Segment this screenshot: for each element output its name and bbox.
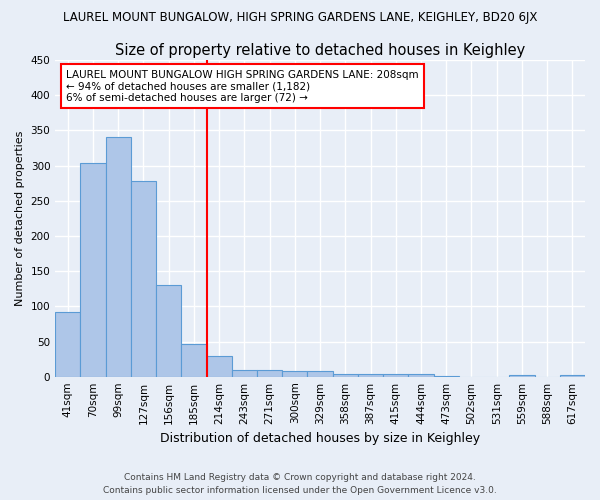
Bar [232,370,257,376]
Bar [257,370,282,376]
Bar [282,371,307,376]
Text: Contains HM Land Registry data © Crown copyright and database right 2024.
Contai: Contains HM Land Registry data © Crown c… [103,474,497,495]
Bar [383,374,409,376]
Bar [358,374,383,376]
Bar [156,285,181,376]
Bar [55,312,80,376]
Bar [206,356,232,376]
Text: LAUREL MOUNT BUNGALOW, HIGH SPRING GARDENS LANE, KEIGHLEY, BD20 6JX: LAUREL MOUNT BUNGALOW, HIGH SPRING GARDE… [63,11,537,24]
Bar [181,344,206,376]
Y-axis label: Number of detached properties: Number of detached properties [15,130,25,306]
Bar [332,374,358,376]
Bar [106,138,131,376]
Bar [80,164,106,376]
Title: Size of property relative to detached houses in Keighley: Size of property relative to detached ho… [115,42,525,58]
Bar [131,181,156,376]
Bar [307,371,332,376]
Bar [409,374,434,376]
X-axis label: Distribution of detached houses by size in Keighley: Distribution of detached houses by size … [160,432,480,445]
Text: LAUREL MOUNT BUNGALOW HIGH SPRING GARDENS LANE: 208sqm
← 94% of detached houses : LAUREL MOUNT BUNGALOW HIGH SPRING GARDEN… [66,70,418,103]
